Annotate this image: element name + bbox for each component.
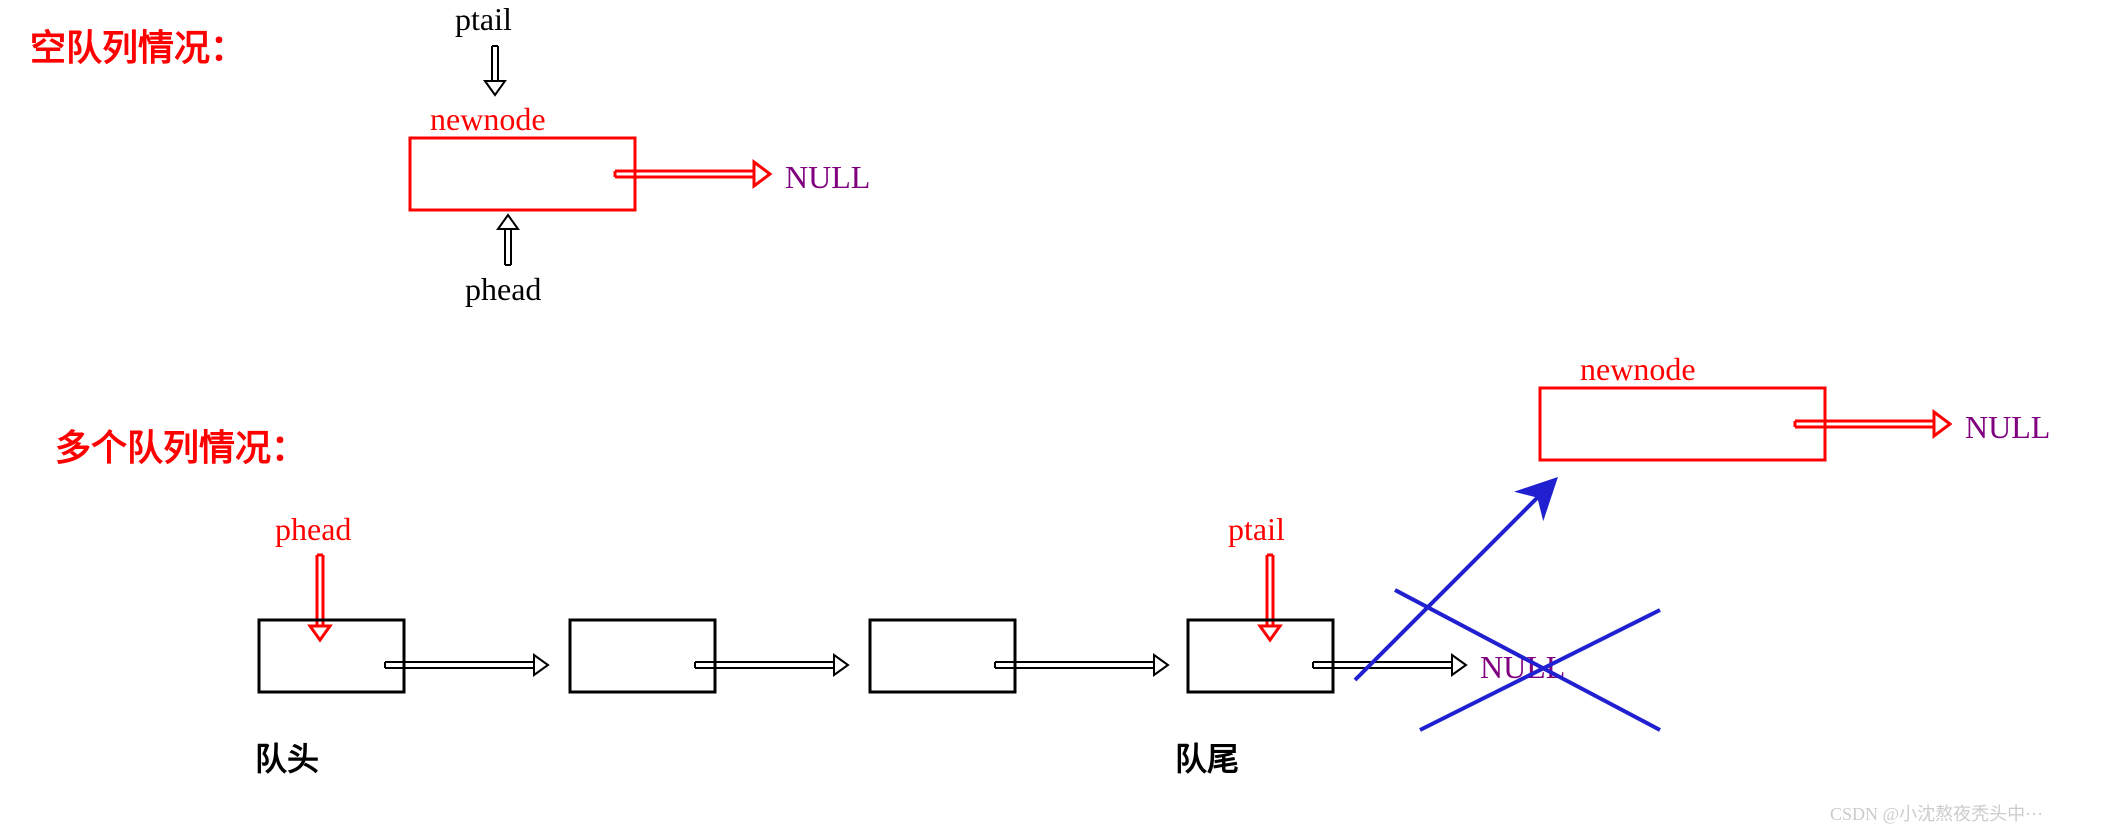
link-arrow-2 — [995, 655, 1168, 675]
phead-arrow-1 — [498, 215, 518, 265]
newnode-label-2: newnode — [1580, 351, 1696, 387]
queue-node-2 — [870, 620, 1015, 692]
title-empty-queue: 空队列情况： — [30, 28, 246, 68]
ptail-arrow-1 — [485, 46, 505, 95]
ptail-label-1: ptail — [455, 1, 512, 37]
phead-label-1: phead — [465, 271, 541, 307]
link-arrow-3 — [1313, 655, 1466, 675]
newnode-box-2 — [1540, 388, 1825, 460]
queue-tail-label: 队尾 — [1175, 741, 1239, 777]
null-label-1: NULL — [785, 159, 870, 195]
link-arrow-0 — [385, 655, 548, 675]
newnode2-null-arrow — [1795, 412, 1950, 436]
queue-node-3 — [1188, 620, 1333, 692]
phead-label-2: phead — [275, 511, 351, 547]
link-arrow-1 — [695, 655, 848, 675]
null-label-2: NULL — [1965, 409, 2050, 445]
newnode-box-1 — [410, 138, 635, 210]
title-multi-queue: 多个队列情况： — [55, 428, 307, 468]
newnode-label-1: newnode — [430, 101, 546, 137]
ptail-label-2: ptail — [1228, 511, 1285, 547]
null-arrow-1 — [615, 162, 770, 186]
watermark: CSDN @小沈熬夜秃头中··· — [1830, 804, 2043, 824]
queue-node-1 — [570, 620, 715, 692]
phead-arrow-2 — [310, 555, 330, 640]
queue-head-label: 队头 — [255, 741, 319, 777]
queue-node-0 — [259, 620, 404, 692]
blue-x-stroke-a — [1395, 590, 1660, 730]
ptail-arrow-2 — [1260, 555, 1280, 640]
